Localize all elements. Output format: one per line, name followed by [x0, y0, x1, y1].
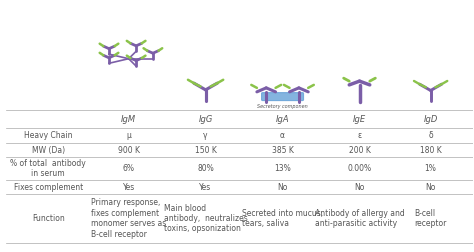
Text: α: α [280, 131, 285, 140]
Text: ε: ε [357, 131, 362, 140]
Text: Main blood
antibody,  neutralizes
toxins, opsonization: Main blood antibody, neutralizes toxins,… [164, 204, 247, 234]
Text: 13%: 13% [274, 164, 291, 173]
Text: % of total  antibody
in serum: % of total antibody in serum [10, 159, 86, 178]
Text: μ: μ [126, 131, 131, 140]
Text: 1%: 1% [425, 164, 437, 173]
Text: 385 K: 385 K [272, 146, 293, 155]
Text: MW (Da): MW (Da) [32, 146, 65, 155]
Text: No: No [277, 182, 288, 192]
Text: 6%: 6% [123, 164, 135, 173]
Text: IgA: IgA [276, 115, 289, 124]
Text: Heavy Chain: Heavy Chain [24, 131, 73, 140]
Text: 0.00%: 0.00% [347, 164, 372, 173]
Text: No: No [426, 182, 436, 192]
Text: γ: γ [203, 131, 208, 140]
Text: 180 K: 180 K [420, 146, 441, 155]
Text: Secretory componen: Secretory componen [257, 104, 308, 109]
Text: Primary response,
fixes complement
monomer serves as
B-cell receptor: Primary response, fixes complement monom… [91, 199, 166, 239]
FancyBboxPatch shape [262, 92, 303, 101]
Text: IgD: IgD [423, 115, 438, 124]
Text: Secreted into mucus,
tears, saliva: Secreted into mucus, tears, saliva [242, 209, 323, 228]
Text: IgG: IgG [199, 115, 213, 124]
Text: 200 K: 200 K [348, 146, 371, 155]
Text: 80%: 80% [197, 164, 214, 173]
Text: Yes: Yes [200, 182, 212, 192]
Text: Antibody of allergy and
anti-parasitic activity: Antibody of allergy and anti-parasitic a… [315, 209, 404, 228]
Text: Fixes complement: Fixes complement [14, 182, 83, 192]
Text: B-cell
receptor: B-cell receptor [414, 209, 447, 228]
Text: Function: Function [32, 214, 64, 223]
Text: No: No [355, 182, 365, 192]
Text: IgM: IgM [121, 115, 136, 124]
Text: Yes: Yes [122, 182, 135, 192]
Text: δ: δ [428, 131, 433, 140]
Text: 900 K: 900 K [118, 146, 140, 155]
Text: 150 K: 150 K [195, 146, 217, 155]
Text: IgE: IgE [353, 115, 366, 124]
